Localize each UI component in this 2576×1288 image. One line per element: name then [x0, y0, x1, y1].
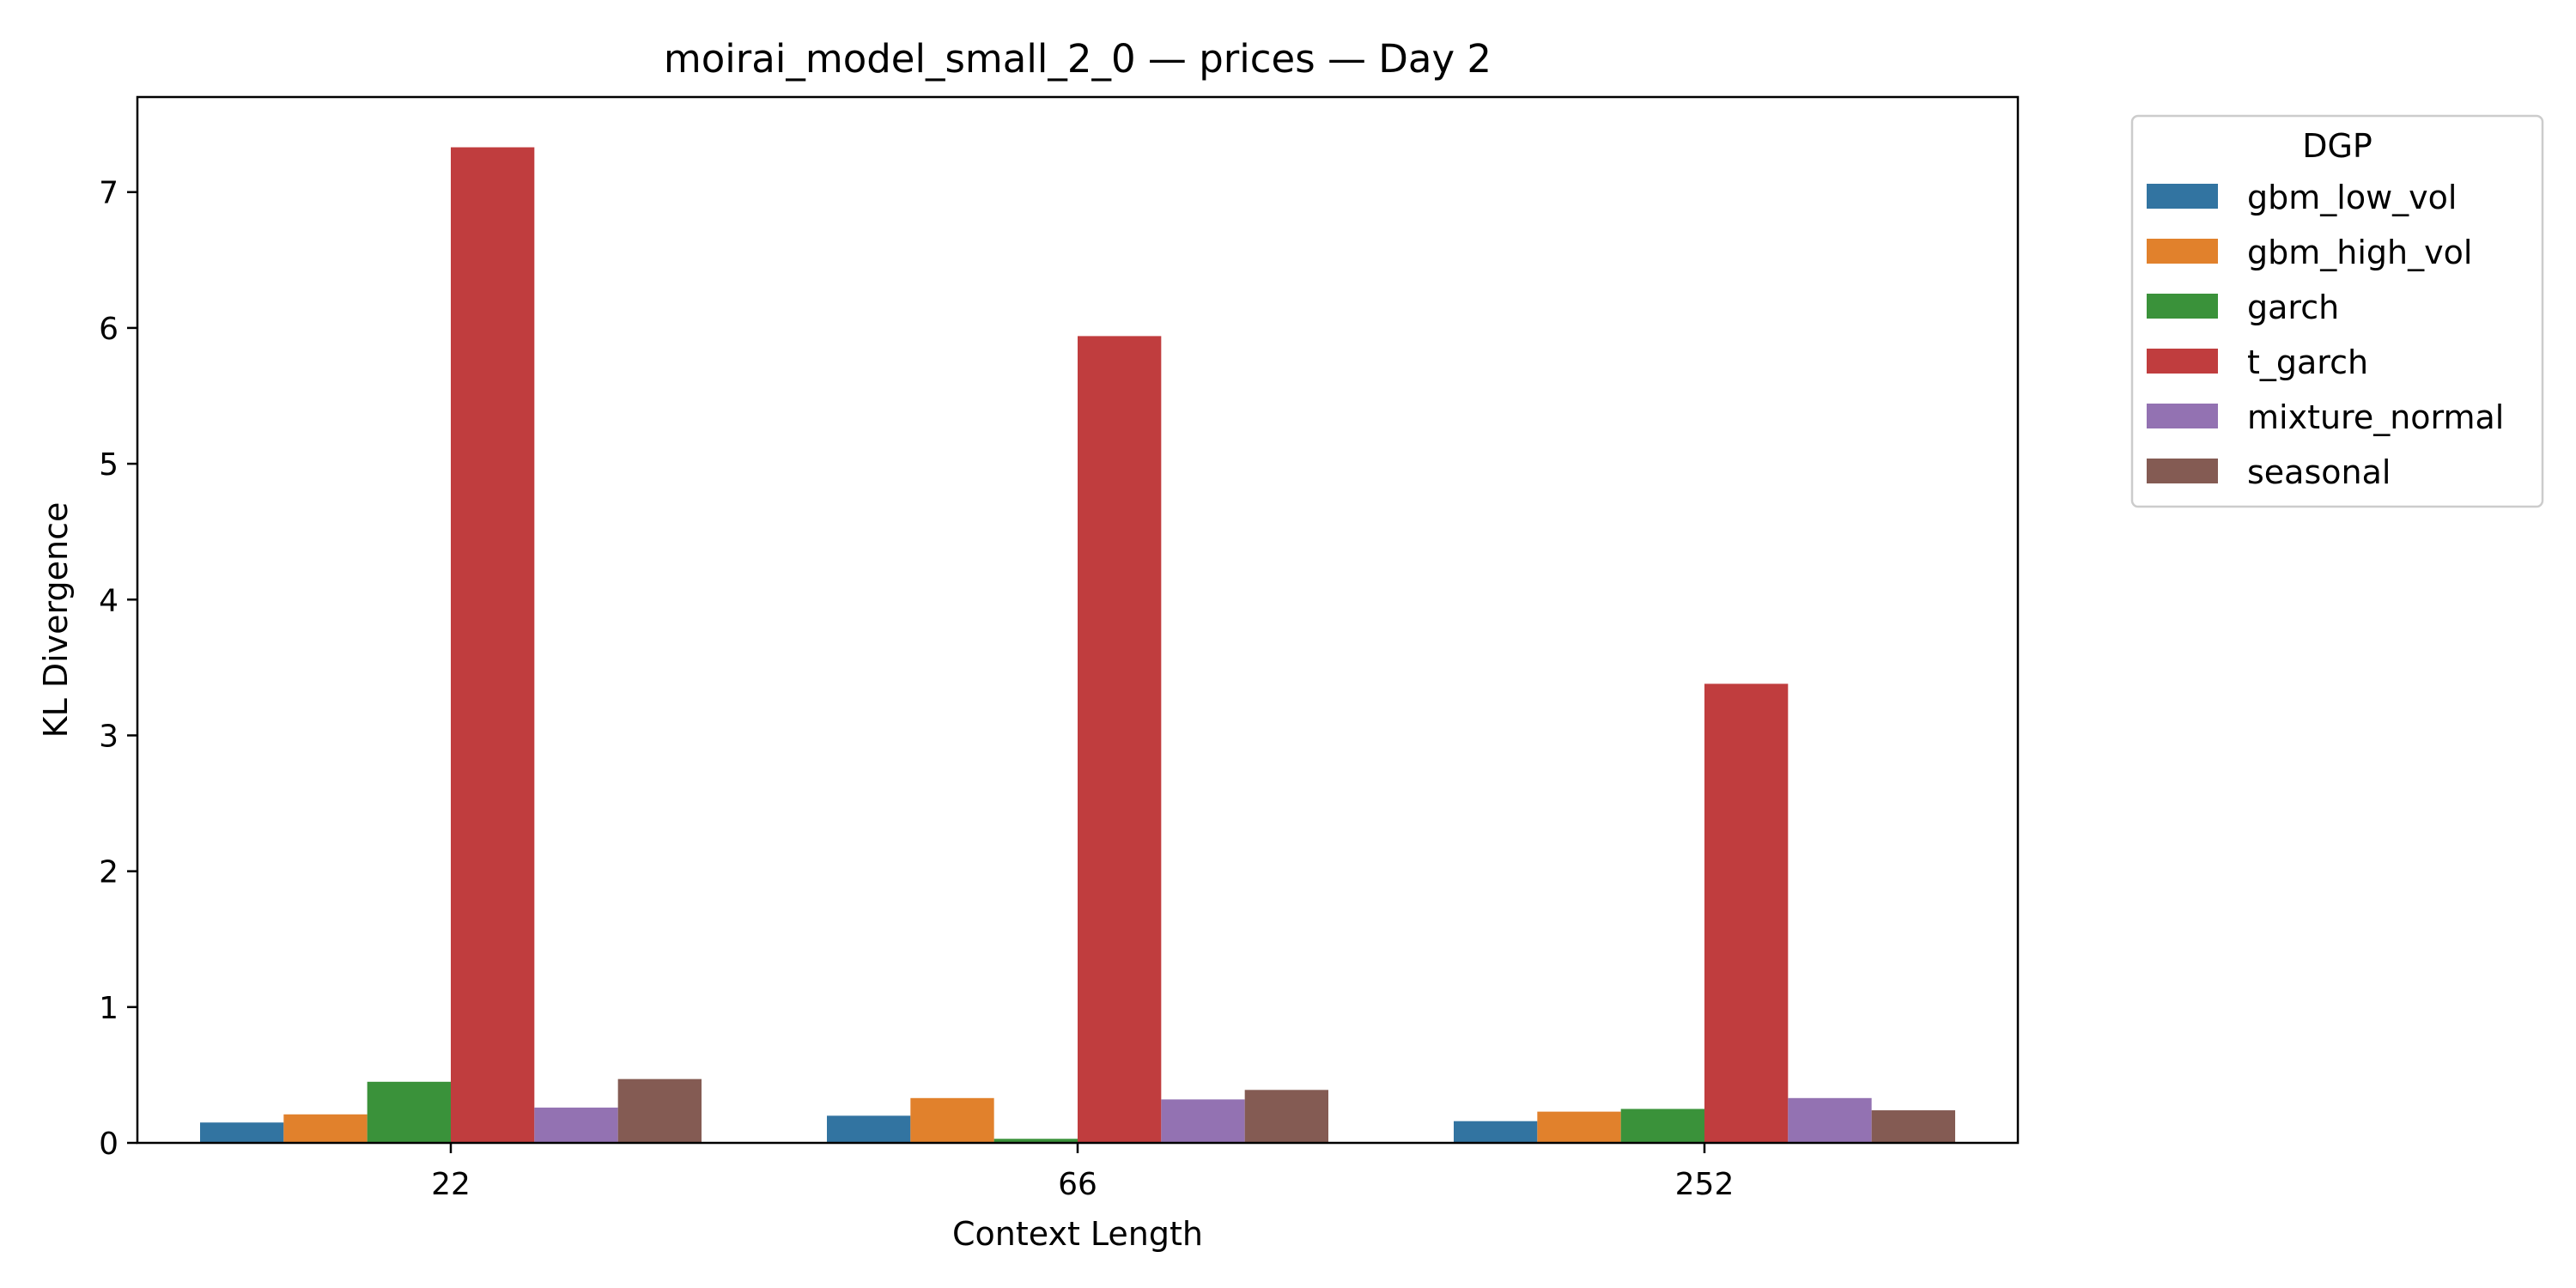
bar-seasonal-252 — [1871, 1110, 1955, 1143]
bars-layer — [200, 147, 1955, 1143]
bar-seasonal-22 — [617, 1078, 702, 1143]
y-axis-ticks: 0 1 2 3 4 5 6 7 — [99, 176, 137, 1162]
chart-title: moirai_model_small_2_0 — prices — Day 2 — [664, 36, 1492, 82]
legend-swatch-garch — [2147, 294, 2218, 319]
bar-mixture_normal-252 — [1788, 1097, 1872, 1143]
bar-garch-22 — [367, 1081, 451, 1143]
y-tick-label: 7 — [99, 176, 118, 211]
bar-gbm_low_vol-22 — [200, 1122, 284, 1143]
y-tick-label: 6 — [99, 312, 118, 347]
legend-title: DGP — [2302, 127, 2372, 165]
legend-label-gbm_low_vol: gbm_low_vol — [2247, 179, 2457, 216]
y-tick-label: 3 — [99, 719, 118, 754]
legend-swatch-gbm_high_vol — [2147, 239, 2218, 264]
bar-mixture_normal-66 — [1161, 1099, 1245, 1143]
x-tick-label: 66 — [1058, 1167, 1097, 1202]
legend-swatch-t_garch — [2147, 349, 2218, 374]
y-tick-label: 2 — [99, 855, 118, 890]
bar-gbm_high_vol-66 — [910, 1097, 994, 1143]
legend-frame — [2130, 114, 2544, 508]
legend-label-seasonal: seasonal — [2247, 453, 2391, 491]
bar-gbm_low_vol-252 — [1454, 1121, 1538, 1143]
bar-t_garch-252 — [1704, 683, 1789, 1143]
y-tick-label: 4 — [99, 583, 118, 618]
legend-label-t_garch: t_garch — [2247, 343, 2368, 381]
legend-label-garch: garch — [2247, 289, 2339, 326]
legend-swatch-mixture_normal — [2147, 404, 2218, 428]
x-axis-ticks: 22 66 252 — [431, 1143, 1734, 1202]
x-tick-label: 252 — [1675, 1167, 1735, 1202]
bar-garch-252 — [1620, 1109, 1704, 1143]
y-axis-label: KL Divergence — [37, 502, 75, 738]
x-tick-label: 22 — [431, 1167, 471, 1202]
x-axis-label: Context Length — [952, 1215, 1203, 1253]
bar-t_garch-66 — [1078, 336, 1162, 1143]
bar-gbm_high_vol-252 — [1537, 1111, 1621, 1143]
bar-mixture_normal-22 — [534, 1107, 618, 1143]
bar-gbm_high_vol-22 — [283, 1114, 368, 1143]
legend-swatch-gbm_low_vol — [2147, 184, 2218, 209]
legend-swatch-seasonal — [2147, 459, 2218, 483]
bar-seasonal-66 — [1244, 1090, 1328, 1143]
legend-label-mixture_normal: mixture_normal — [2247, 398, 2504, 436]
legend-label-gbm_high_vol: gbm_high_vol — [2247, 234, 2472, 271]
bar-gbm_low_vol-66 — [827, 1115, 911, 1143]
bar-garch-66 — [993, 1139, 1078, 1143]
y-tick-label: 5 — [99, 447, 118, 483]
y-tick-label: 1 — [99, 991, 118, 1026]
bar-t_garch-22 — [451, 147, 535, 1143]
y-tick-label: 0 — [99, 1127, 118, 1162]
